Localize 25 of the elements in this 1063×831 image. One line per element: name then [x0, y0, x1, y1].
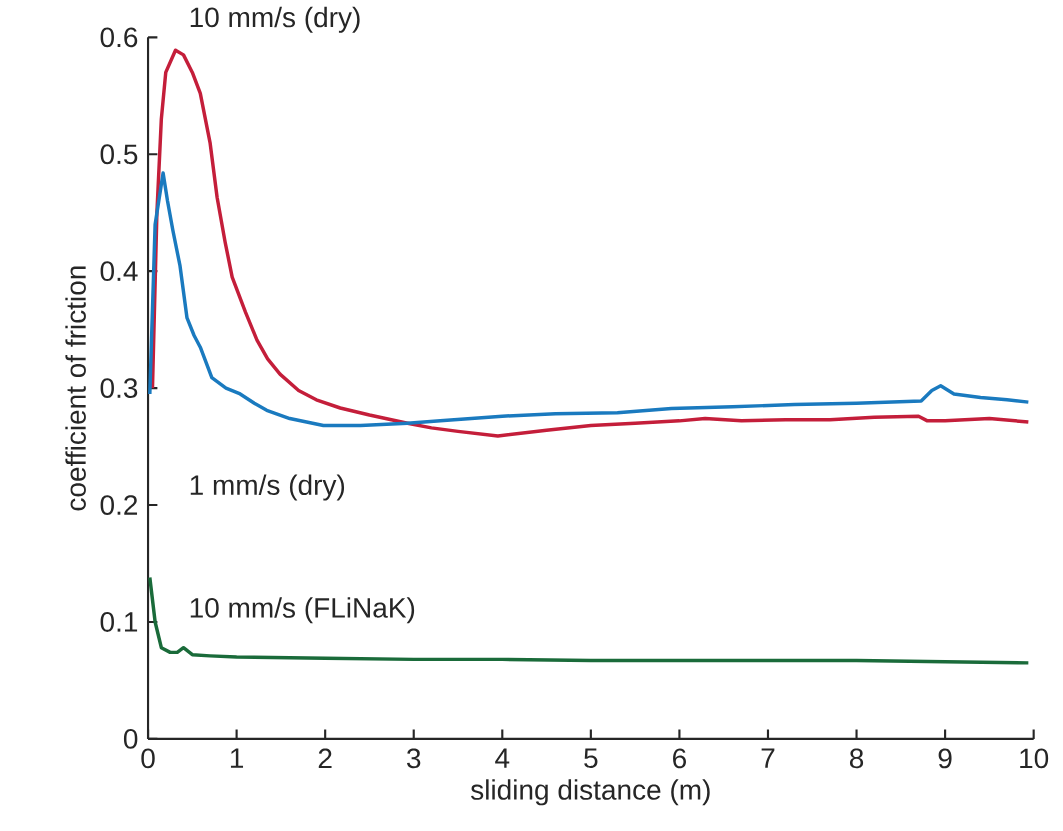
y-tick-label: 0.2 — [100, 495, 138, 515]
x-tick-label: 1 — [230, 748, 244, 768]
line-series — [150, 48, 1031, 438]
x-tick-label: 10 — [1020, 748, 1049, 769]
x-tick-label: 8 — [849, 748, 864, 769]
y-tick-label: 0.4 — [100, 261, 138, 282]
x-axis-title: sliding distance (m) — [470, 779, 710, 806]
series-label: 10 mm/s (FLiNaK) — [190, 597, 415, 624]
series-label: 10 mm/s (dry) — [190, 6, 360, 33]
x-tick-label: 7 — [761, 748, 775, 768]
x-tick-label: 9 — [938, 748, 952, 769]
y-tick-label: 0 — [123, 729, 138, 749]
x-tick-label: 2 — [318, 748, 332, 769]
y-axis-title: coefficient of friction — [65, 266, 86, 511]
line-series — [148, 171, 1031, 428]
y-tick-label: 0.3 — [100, 378, 138, 399]
series-label: 1 mm/s (dry) — [190, 474, 345, 501]
y-tick-label: 0.6 — [100, 27, 138, 48]
y-tick-label: 0.5 — [100, 144, 138, 165]
x-tick-label: 4 — [495, 748, 510, 768]
x-tick-label: 0 — [141, 748, 155, 769]
x-tick-label: 3 — [407, 748, 421, 769]
x-tick-label: 6 — [673, 748, 686, 769]
y-tick-label: 0.1 — [100, 612, 138, 632]
x-tick-label: 5 — [584, 748, 598, 769]
